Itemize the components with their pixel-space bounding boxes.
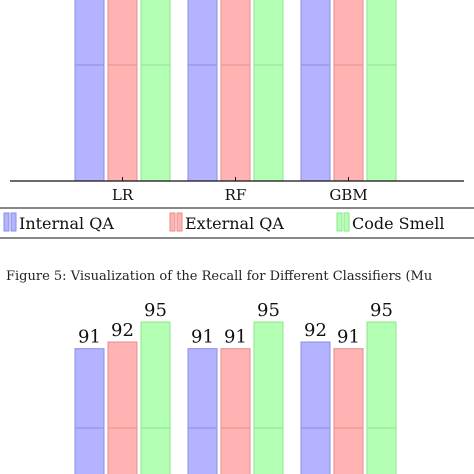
legend-label-code-smell: Code Smell <box>352 214 445 233</box>
top-bar-rf-external-qa <box>220 0 251 182</box>
bottom-bar-chart: 91 92 95 91 91 95 92 91 95 <box>74 300 397 474</box>
data-label-group3-external-qa: 91 <box>337 327 360 348</box>
legend: Internal QA External QA Code Smell <box>0 207 474 239</box>
bottom-bar-group1-code-smell <box>140 321 171 474</box>
top-bar-rf-code-smell <box>253 0 284 182</box>
legend-label-external-qa: External QA <box>185 214 284 233</box>
bottom-bar-group3-internal-qa <box>300 341 331 474</box>
data-label-group2-code-smell: 95 <box>257 300 280 321</box>
legend-swatch-code-smell-b <box>343 212 350 232</box>
figure-caption: Figure 5: Visualization of the Recall fo… <box>6 269 432 284</box>
legend-swatch-internal-qa-b <box>10 212 17 232</box>
top-bar-gbm-internal-qa <box>300 0 331 182</box>
bottom-bar-group2-code-smell <box>253 321 284 474</box>
bottom-bar-group2-internal-qa <box>187 348 218 474</box>
bottom-bar-group2-external-qa <box>220 348 251 474</box>
top-x-tick-labels: LR RF GBM <box>112 177 368 204</box>
bottom-bar-group3-external-qa <box>333 348 364 474</box>
legend-swatch-external-qa-b <box>176 212 183 232</box>
bottom-bar-group1-external-qa <box>107 341 138 474</box>
data-label-group1-internal-qa: 91 <box>78 327 101 348</box>
top-bar-gbm-external-qa <box>333 0 364 182</box>
x-tick-label-rf: RF <box>225 186 247 204</box>
data-label-group2-external-qa: 91 <box>224 327 247 348</box>
data-label-group3-code-smell: 95 <box>370 300 393 321</box>
top-bar-chart <box>74 0 397 182</box>
bottom-bar-group1-internal-qa <box>74 348 105 474</box>
top-bar-gbm-code-smell <box>366 0 397 182</box>
top-bar-lr-internal-qa <box>74 0 105 182</box>
legend-swatch-external-qa <box>169 212 176 232</box>
bottom-bar-group3-code-smell <box>366 321 397 474</box>
top-bar-rf-internal-qa <box>187 0 218 182</box>
data-label-group1-external-qa: 92 <box>111 320 134 341</box>
legend-label-internal-qa: Internal QA <box>19 214 114 233</box>
legend-swatch-code-smell <box>336 212 343 232</box>
data-label-group3-internal-qa: 92 <box>304 320 327 341</box>
top-bar-lr-external-qa <box>107 0 138 182</box>
data-label-group1-code-smell: 95 <box>144 300 167 321</box>
x-tick-label-lr: LR <box>112 186 134 204</box>
data-label-group2-internal-qa: 91 <box>191 327 214 348</box>
x-tick-label-gbm: GBM <box>329 186 367 204</box>
top-bar-lr-code-smell <box>140 0 171 182</box>
legend-swatch-internal-qa <box>3 212 10 232</box>
